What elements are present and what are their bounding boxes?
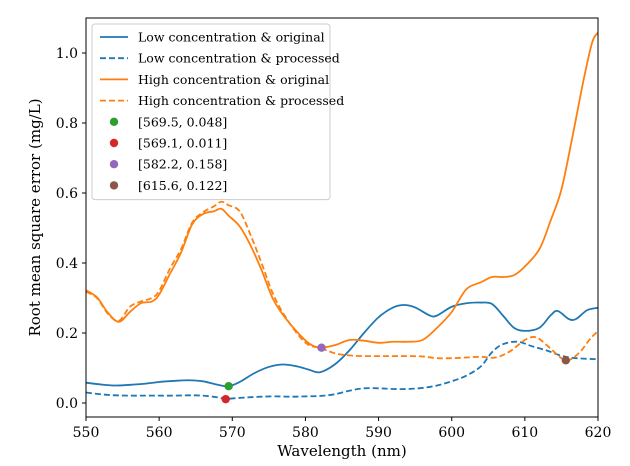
- x-tick-label: 570: [219, 425, 246, 441]
- x-tick-label: 610: [511, 425, 538, 441]
- y-tick-label: 0.6: [56, 186, 78, 202]
- legend-marker-4: [109, 181, 119, 190]
- x-tick-label: 580: [292, 425, 319, 441]
- legend-marker-label-2: [569.1, 0.011]: [138, 136, 227, 151]
- legend-marker-3: [109, 160, 119, 169]
- legend-marker-label-3: [582.2, 0.158]: [138, 157, 227, 172]
- legend-marker-1: [109, 117, 119, 127]
- x-axis-label: Wavelength (nm): [277, 442, 406, 460]
- series-line-4: [86, 200, 598, 362]
- x-tick-label: 550: [73, 425, 100, 441]
- x-tick-label: 560: [146, 425, 173, 441]
- y-tick-label: 0.8: [56, 116, 78, 132]
- highlight-point-1: [224, 382, 233, 391]
- legend-marker-2: [109, 138, 119, 148]
- legend-label-4: High concentration & processed: [138, 93, 344, 108]
- highlight-point-4: [561, 356, 571, 365]
- tick-layer: 550 560 570 580 590 600 610 620 0.0 0.2 0.4 0.6 0.8 1…: [56, 46, 612, 441]
- y-tick-label: 0.2: [56, 326, 78, 342]
- x-tick-label: 600: [438, 425, 465, 441]
- legend: Low concentration & original Low concentr…: [91, 23, 344, 201]
- series-line-2: [86, 340, 598, 401]
- y-tick-label: 1.0: [56, 46, 78, 62]
- plot-frame: [85, 17, 599, 418]
- marker-layer: [221, 343, 571, 404]
- legend-label-3: High concentration & original: [138, 72, 329, 87]
- highlight-point-3: [317, 343, 326, 352]
- legend-marker-label-1: [569.5, 0.048]: [138, 114, 227, 129]
- y-tick-label: 0.4: [56, 256, 78, 272]
- y-tick-label: 0.0: [56, 396, 78, 412]
- legend-label-2: Low concentration & processed: [138, 51, 340, 66]
- x-tick-label: 590: [365, 425, 392, 441]
- legend-label-1: Low concentration & original: [138, 30, 325, 45]
- highlight-point-2: [221, 394, 230, 404]
- series-line-1: [86, 301, 598, 388]
- legend-box: [91, 23, 331, 201]
- x-tick-label: 620: [585, 425, 612, 441]
- y-axis-label: Root mean square error (mg/L): [26, 98, 44, 336]
- legend-marker-label-4: [615.6, 0.122]: [138, 178, 227, 193]
